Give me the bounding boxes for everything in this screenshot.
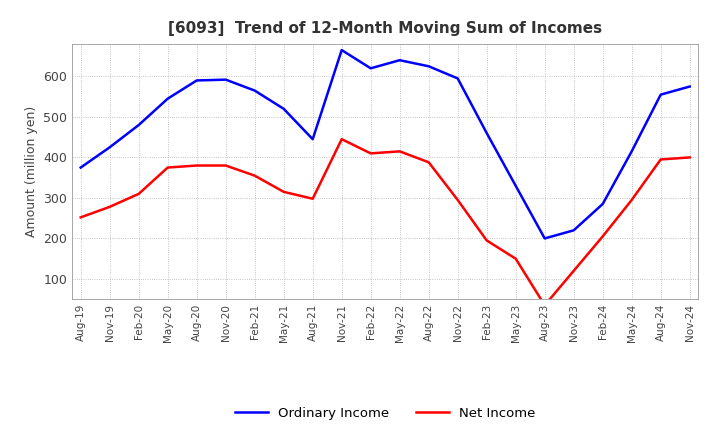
Line: Net Income: Net Income [81, 139, 690, 305]
Net Income [163, 165, 172, 170]
Ordinary Income [76, 165, 85, 170]
Net Income [511, 256, 520, 261]
Net Income [76, 215, 85, 220]
Net Income [482, 238, 491, 243]
Net Income [424, 160, 433, 165]
Net Income [279, 189, 288, 194]
Ordinary Income [598, 202, 607, 207]
Net Income [135, 191, 143, 197]
Ordinary Income [308, 136, 317, 142]
Ordinary Income [424, 64, 433, 69]
Ordinary Income [338, 48, 346, 53]
Net Income [105, 204, 114, 209]
Ordinary Income [135, 122, 143, 128]
Ordinary Income [657, 92, 665, 97]
Net Income [308, 196, 317, 202]
Net Income [570, 268, 578, 274]
Ordinary Income [685, 84, 694, 89]
Ordinary Income [570, 227, 578, 233]
Ordinary Income [192, 78, 201, 83]
Line: Ordinary Income: Ordinary Income [81, 50, 690, 238]
Ordinary Income [221, 77, 230, 82]
Ordinary Income [105, 145, 114, 150]
Ordinary Income [163, 96, 172, 101]
Ordinary Income [395, 58, 404, 63]
Ordinary Income [541, 236, 549, 241]
Ordinary Income [454, 76, 462, 81]
Ordinary Income [511, 183, 520, 188]
Net Income [192, 163, 201, 168]
Net Income [627, 197, 636, 202]
Legend: Ordinary Income, Net Income: Ordinary Income, Net Income [230, 402, 541, 425]
Ordinary Income [482, 131, 491, 136]
Ordinary Income [627, 149, 636, 154]
Net Income [395, 149, 404, 154]
Title: [6093]  Trend of 12-Month Moving Sum of Incomes: [6093] Trend of 12-Month Moving Sum of I… [168, 21, 602, 36]
Net Income [657, 157, 665, 162]
Net Income [338, 136, 346, 142]
Ordinary Income [366, 66, 375, 71]
Ordinary Income [251, 88, 259, 93]
Net Income [366, 151, 375, 156]
Net Income [598, 234, 607, 239]
Net Income [251, 173, 259, 178]
Y-axis label: Amount (million yen): Amount (million yen) [24, 106, 37, 237]
Net Income [685, 155, 694, 160]
Ordinary Income [279, 106, 288, 111]
Net Income [454, 197, 462, 202]
Net Income [221, 163, 230, 168]
Net Income [541, 303, 549, 308]
